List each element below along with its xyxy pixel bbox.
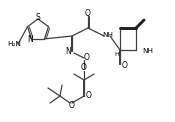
Text: NH: NH [142, 48, 153, 54]
Text: NH: NH [103, 32, 114, 38]
Text: H: H [115, 51, 119, 56]
Text: N: N [65, 46, 71, 56]
Text: N: N [28, 35, 33, 44]
Text: O: O [86, 92, 92, 101]
Text: O: O [84, 54, 90, 62]
Text: O: O [69, 102, 75, 111]
Text: O: O [122, 61, 128, 70]
Text: H₂N: H₂N [7, 41, 21, 47]
Text: S: S [36, 13, 40, 22]
Text: O: O [81, 63, 87, 72]
Text: O: O [85, 9, 91, 17]
